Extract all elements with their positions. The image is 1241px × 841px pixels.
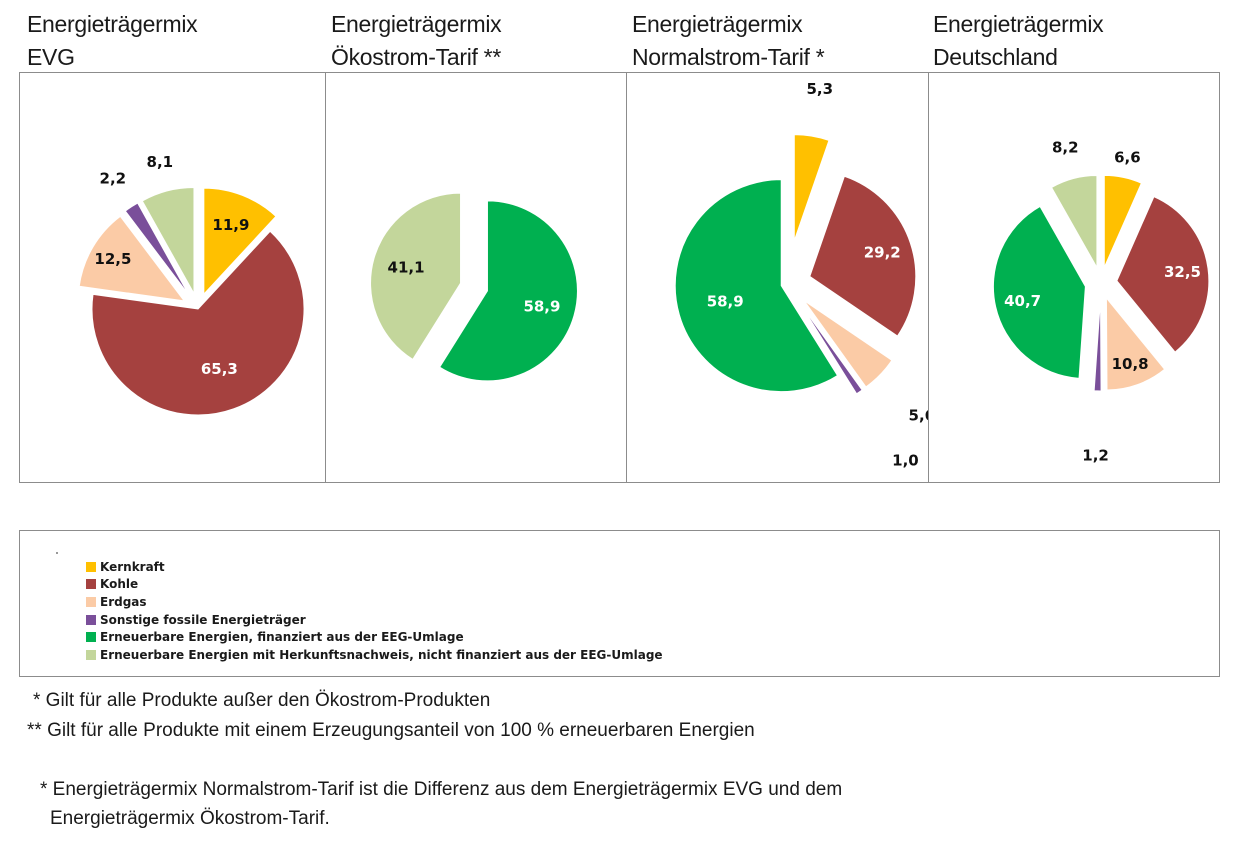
legend-item-kohle: Kohle	[86, 576, 663, 594]
panel-deutschland: 6,6 32,5 10,8 1,2 40,7 8,2	[928, 73, 1219, 482]
legend-label: Erneuerbare Energien mit Herkunftsnachwe…	[100, 647, 663, 662]
data-label: 12,5	[94, 250, 131, 268]
title-line: Energieträgermix	[632, 11, 803, 37]
pie-slice	[78, 215, 186, 302]
pie-slice	[124, 202, 190, 296]
pie-slice	[1050, 175, 1098, 270]
pie-chart-oekostrom: 58,9 41,1	[370, 192, 578, 382]
data-label: 11,9	[212, 216, 249, 234]
legend-label: Kernkraft	[100, 559, 165, 574]
legend-swatch	[86, 579, 96, 590]
data-label: 32,5	[1164, 263, 1201, 281]
data-label: 6,6	[1114, 149, 1141, 167]
footnote-1: * Gilt für alle Produkte außer den Ökost…	[33, 690, 491, 711]
chart-title-normalstrom: Energieträgermix Normalstrom-Tarif *	[632, 8, 825, 74]
pie-slice	[809, 175, 917, 337]
data-label: 40,7	[1004, 292, 1041, 310]
title-line: Ökostrom-Tarif **	[331, 44, 501, 70]
pie-slice	[793, 134, 830, 241]
pie-slice	[439, 200, 578, 382]
footnote-2: ** Gilt für alle Produkte mit einem Erze…	[27, 720, 755, 741]
chart-row: 11,9 65,3 12,5 2,2 8,1 58,9 41,1 5,3 29,2 5,6 1,…	[19, 72, 1220, 483]
pie-slice	[1103, 174, 1143, 268]
legend-swatch	[86, 596, 96, 607]
pie-slice	[1093, 298, 1102, 392]
data-label: 65,3	[201, 360, 238, 378]
pie-chart-deutschland: 6,6 32,5 10,8 1,2 40,7 8,2	[992, 138, 1210, 464]
data-label: 29,2	[864, 243, 901, 261]
data-label: 8,1	[147, 153, 174, 171]
data-label: 5,6	[909, 406, 929, 424]
pie-slice	[91, 230, 305, 416]
pie-slice	[141, 187, 195, 296]
legend-swatch	[86, 614, 96, 625]
legend-item-kernkraft: Kernkraft	[86, 558, 663, 576]
pie-slice	[992, 205, 1086, 379]
data-label: 2,2	[100, 169, 127, 187]
title-line: Energieträgermix	[933, 11, 1104, 37]
legend-swatch	[86, 632, 96, 643]
footnote-3-line2: Energieträgermix Ökostrom-Tarif.	[50, 808, 330, 829]
chart-title-deutschland: Energieträgermix Deutschland	[933, 8, 1104, 74]
legend-label: Sonstige fossile Energieträger	[100, 612, 306, 627]
legend-marker-dot	[56, 552, 58, 554]
legend-label: Kohle	[100, 577, 139, 592]
legend-swatch	[86, 649, 96, 660]
panel-evg: 11,9 65,3 12,5 2,2 8,1	[20, 73, 325, 482]
chart-title-oekostrom: Energieträgermix Ökostrom-Tarif **	[331, 8, 502, 74]
panel-normalstrom: 5,3 29,2 5,6 1,0 58,9	[626, 73, 929, 482]
title-line: Deutschland	[933, 44, 1058, 70]
legend-item-sonstige: Sonstige fossile Energieträger	[86, 611, 663, 629]
pie-slice	[799, 303, 863, 395]
legend-list: Kernkraft Kohle Erdgas Sonstige fossile …	[86, 558, 663, 664]
data-label: 1,0	[892, 452, 919, 470]
title-line: Energieträgermix	[27, 11, 198, 37]
footnote-3-line1: * Energieträgermix Normalstrom-Tarif ist…	[40, 779, 843, 800]
pie-slice	[1105, 296, 1166, 391]
data-label: 8,2	[1052, 138, 1079, 156]
data-label: 41,1	[388, 258, 425, 276]
pie-slice	[803, 300, 893, 388]
pie-slice	[370, 192, 462, 361]
legend: Kernkraft Kohle Erdgas Sonstige fossile …	[19, 530, 1220, 677]
panel-oekostrom: 58,9 41,1	[325, 73, 626, 482]
title-line: Energieträgermix	[331, 11, 502, 37]
legend-label: Erdgas	[100, 594, 147, 609]
data-label: 58,9	[707, 293, 744, 311]
data-label: 58,9	[523, 298, 560, 316]
legend-label: Erneuerbare Energien, finanziert aus der…	[100, 630, 464, 645]
title-line: Normalstrom-Tarif *	[632, 44, 825, 70]
legend-item-herkunft: Erneuerbare Energien mit Herkunftsnachwe…	[86, 646, 663, 664]
legend-item-erdgas: Erdgas	[86, 593, 663, 611]
data-label: 5,3	[806, 80, 833, 98]
data-label: 10,8	[1112, 355, 1149, 373]
pie-slice	[203, 187, 277, 296]
data-label: 1,2	[1082, 446, 1109, 464]
title-line: EVG	[27, 44, 75, 70]
pie-chart-evg: 11,9 65,3 12,5 2,2 8,1	[78, 153, 305, 416]
pie-chart-normalstrom: 5,3 29,2 5,6 1,0 58,9	[674, 80, 929, 470]
chart-title-evg: Energieträgermix EVG	[27, 8, 198, 74]
pie-slice	[1116, 195, 1210, 353]
legend-item-eeg: Erneuerbare Energien, finanziert aus der…	[86, 628, 663, 646]
legend-swatch	[86, 561, 96, 572]
pie-slice	[674, 179, 839, 393]
